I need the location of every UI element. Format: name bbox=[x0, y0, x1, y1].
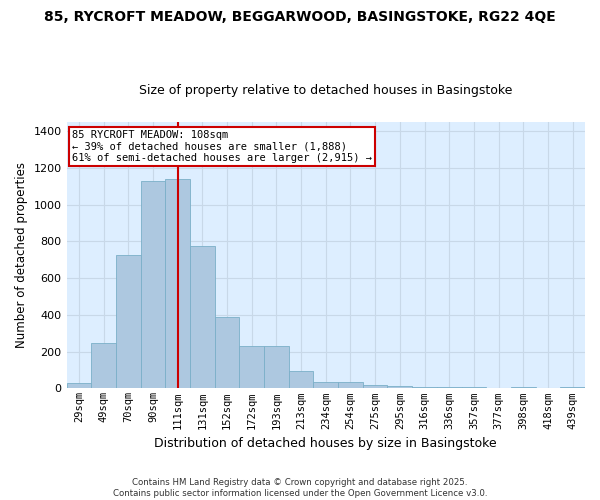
Bar bbox=[437, 386, 461, 388]
Text: 85 RYCROFT MEADOW: 108sqm
← 39% of detached houses are smaller (1,888)
61% of se: 85 RYCROFT MEADOW: 108sqm ← 39% of detac… bbox=[72, 130, 372, 163]
Text: Contains HM Land Registry data © Crown copyright and database right 2025.
Contai: Contains HM Land Registry data © Crown c… bbox=[113, 478, 487, 498]
Bar bbox=[388, 386, 412, 388]
Title: Size of property relative to detached houses in Basingstoke: Size of property relative to detached ho… bbox=[139, 84, 512, 97]
Bar bbox=[338, 382, 363, 388]
Bar bbox=[239, 346, 264, 389]
Y-axis label: Number of detached properties: Number of detached properties bbox=[15, 162, 28, 348]
Bar bbox=[313, 382, 338, 388]
Bar bbox=[165, 179, 190, 388]
Bar bbox=[461, 386, 486, 388]
Bar bbox=[363, 384, 388, 388]
Bar bbox=[412, 386, 437, 388]
Bar bbox=[67, 383, 91, 388]
Bar bbox=[140, 180, 165, 388]
Bar bbox=[91, 344, 116, 388]
X-axis label: Distribution of detached houses by size in Basingstoke: Distribution of detached houses by size … bbox=[154, 437, 497, 450]
Text: 85, RYCROFT MEADOW, BEGGARWOOD, BASINGSTOKE, RG22 4QE: 85, RYCROFT MEADOW, BEGGARWOOD, BASINGST… bbox=[44, 10, 556, 24]
Bar bbox=[215, 316, 239, 388]
Bar bbox=[116, 255, 140, 388]
Bar bbox=[190, 246, 215, 388]
Bar bbox=[264, 346, 289, 389]
Bar bbox=[289, 371, 313, 388]
